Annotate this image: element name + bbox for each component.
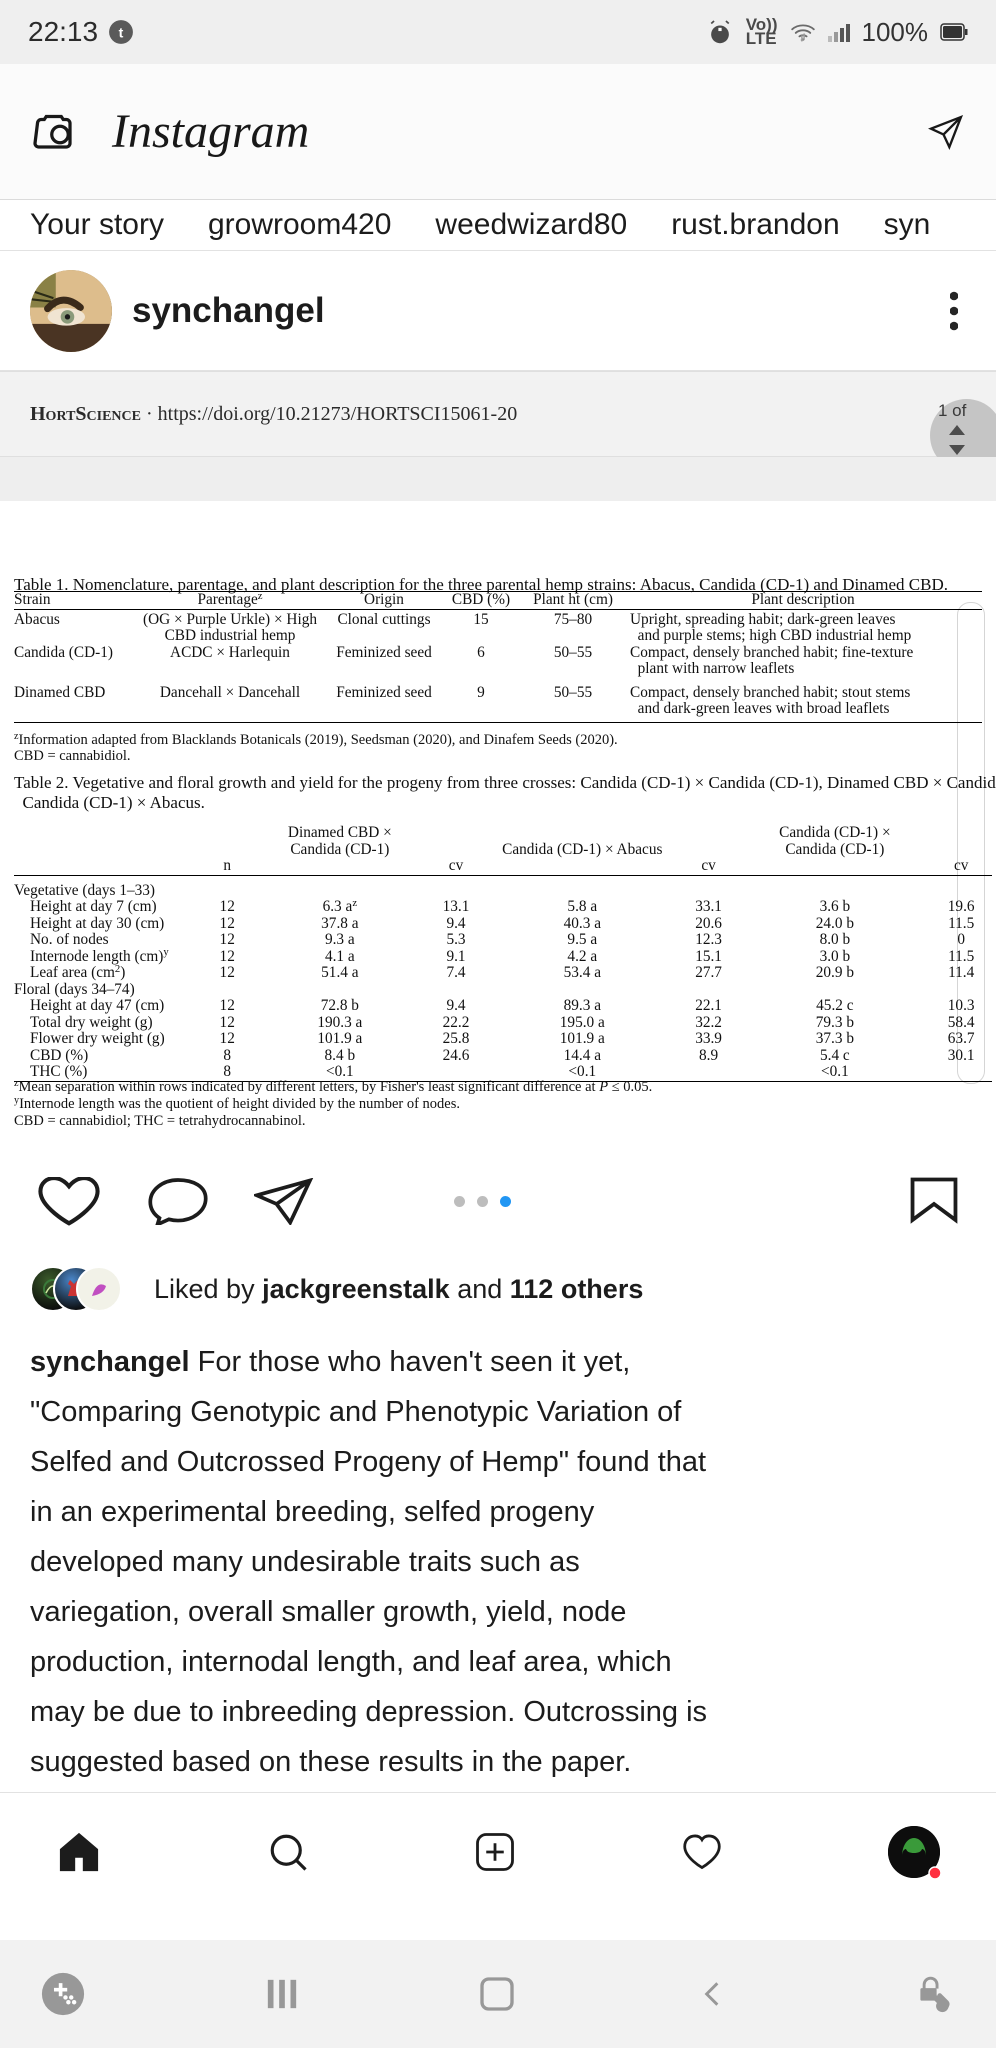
svg-text:t: t bbox=[119, 24, 124, 40]
